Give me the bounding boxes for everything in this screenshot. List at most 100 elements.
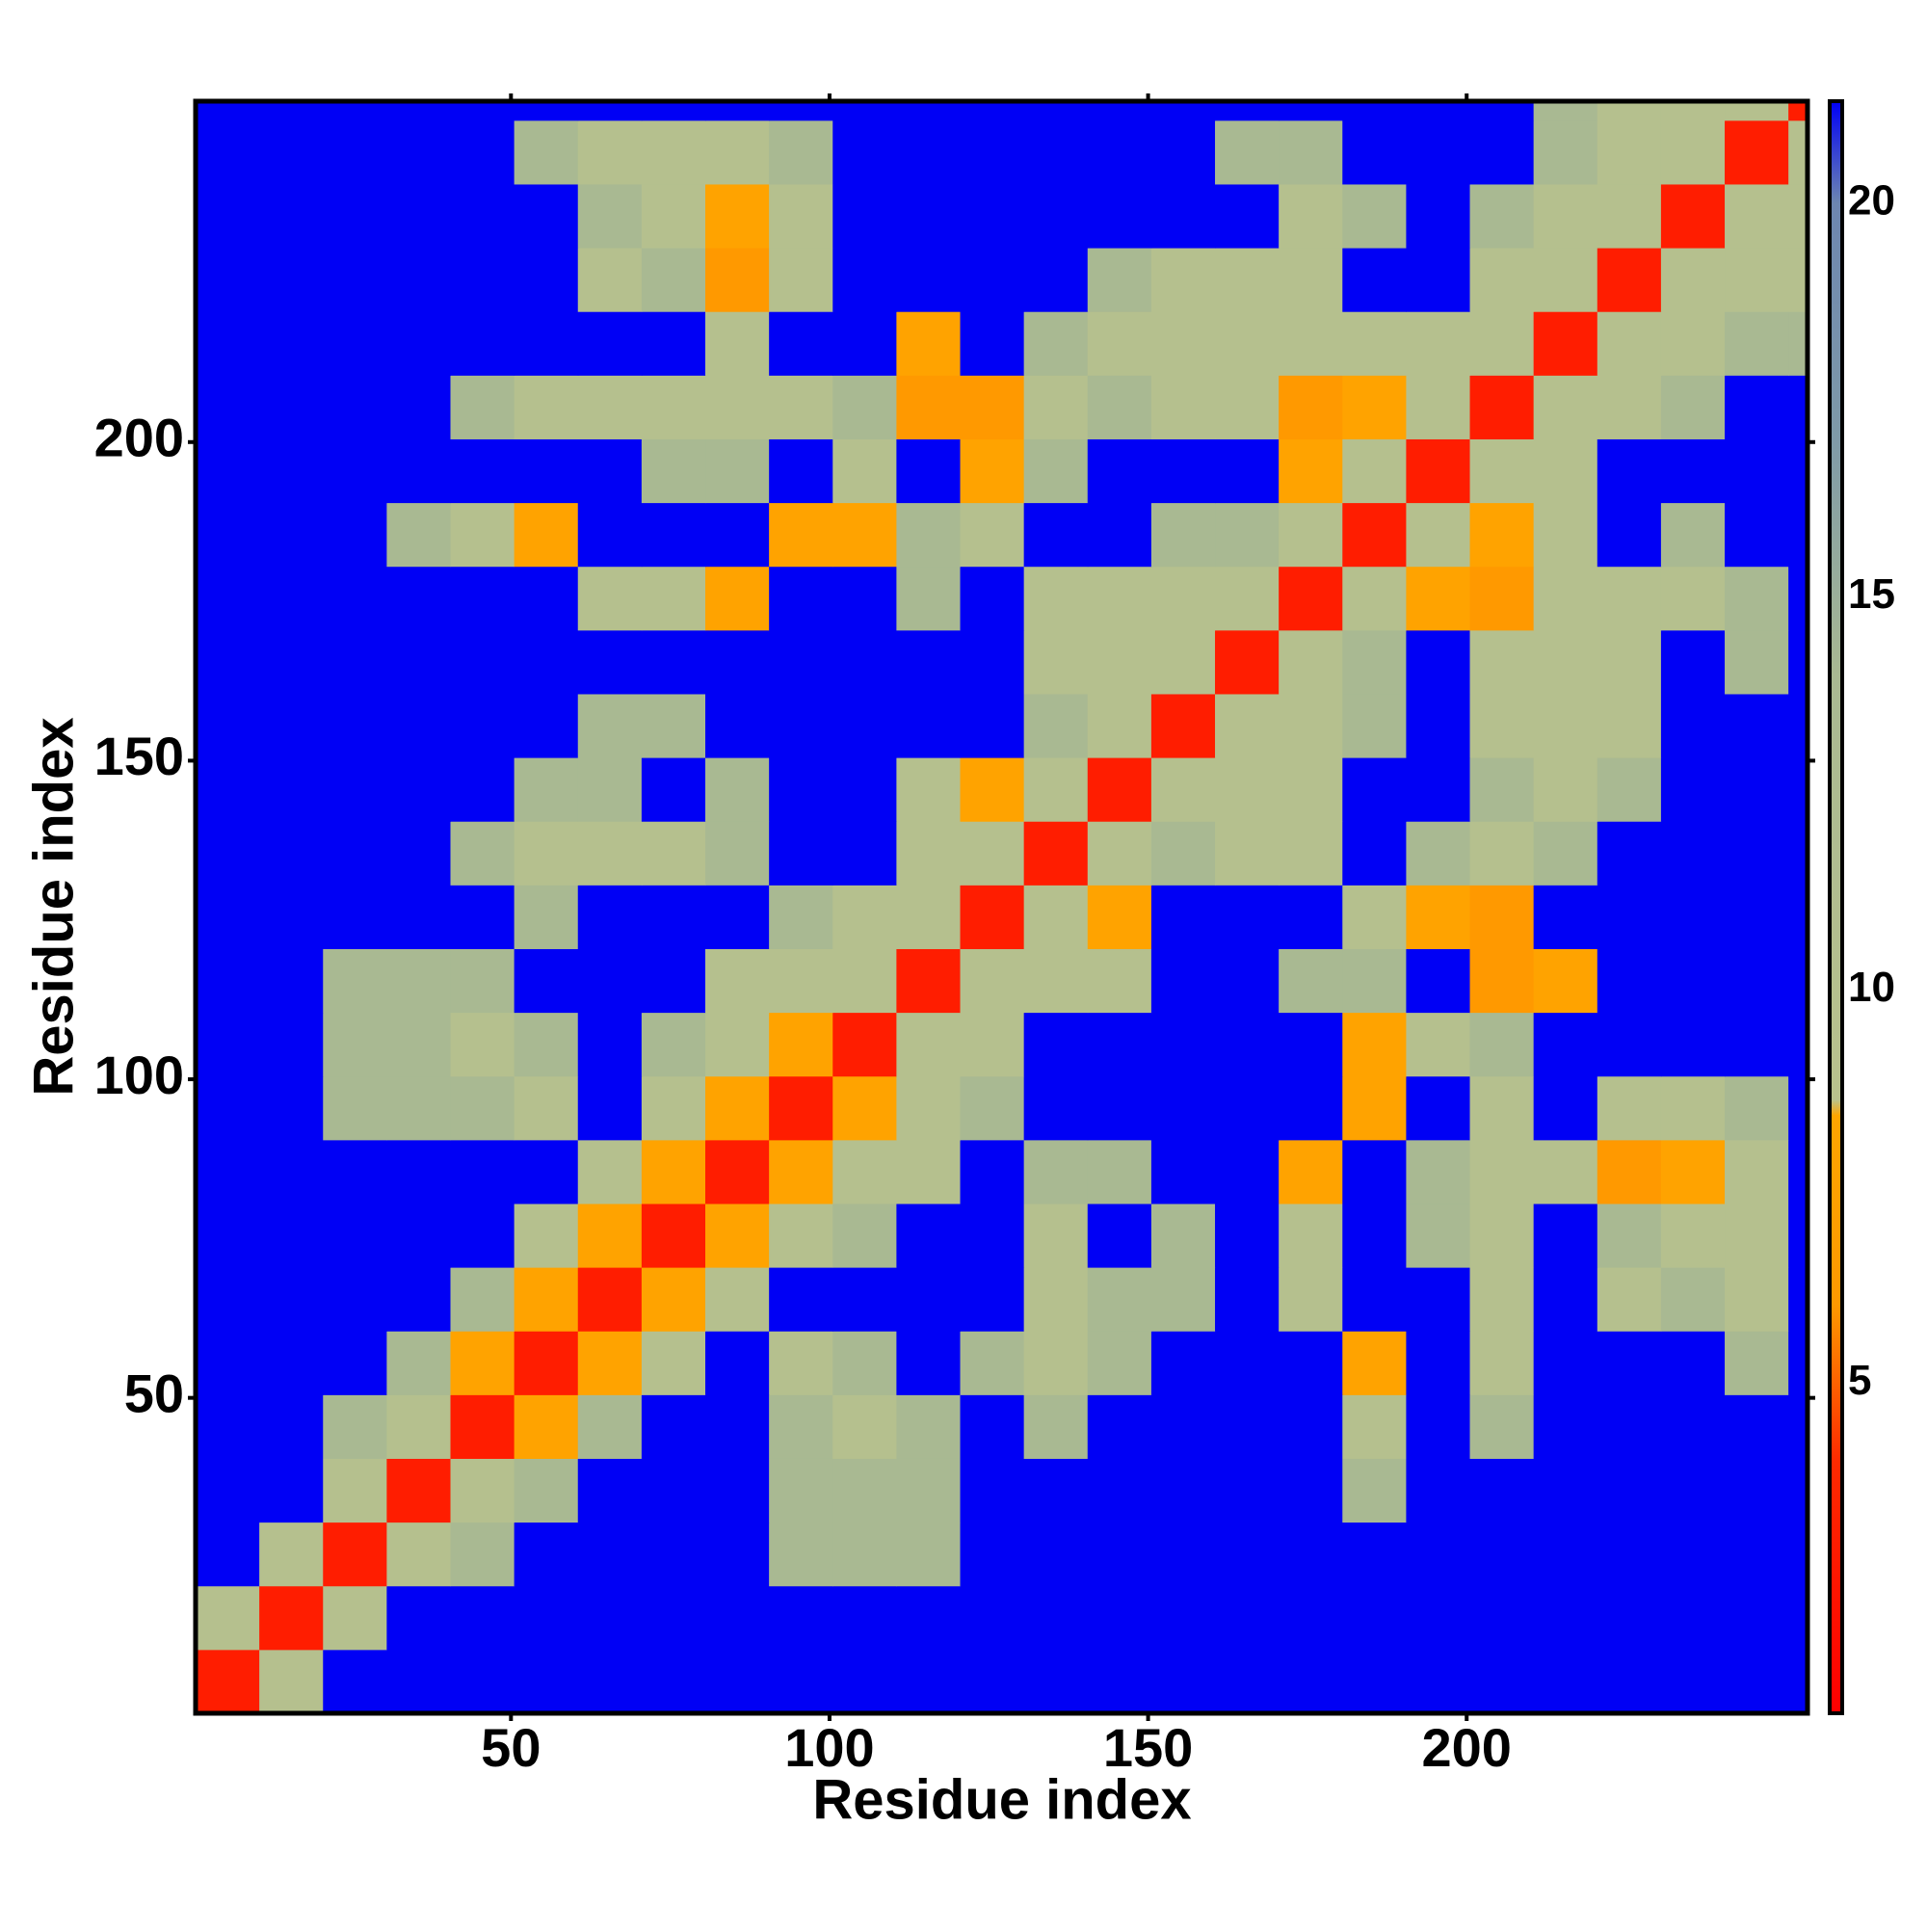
heatmap-cell xyxy=(705,1012,770,1077)
heatmap-cell xyxy=(1533,375,1598,439)
heatmap-cell xyxy=(1469,757,1535,822)
heatmap-cell xyxy=(1023,757,1089,822)
heatmap-cell xyxy=(1725,693,1789,758)
heatmap-cell xyxy=(769,885,833,949)
heatmap-cell xyxy=(769,375,833,439)
heatmap-cell xyxy=(196,1203,260,1268)
heatmap-cell xyxy=(1087,1458,1152,1523)
heatmap-cell xyxy=(1215,1139,1280,1204)
heatmap-cell xyxy=(1279,757,1343,822)
heatmap-cell xyxy=(386,1649,452,1714)
heatmap-cell xyxy=(577,1203,643,1268)
heatmap-cell xyxy=(1406,757,1471,822)
heatmap-cell xyxy=(386,502,452,568)
heatmap-cell xyxy=(577,885,643,949)
heatmap-cell xyxy=(1279,885,1343,949)
heatmap-cell xyxy=(1406,375,1471,439)
heatmap-cell xyxy=(960,1267,1025,1332)
heatmap-cell xyxy=(705,629,770,695)
heatmap-cell xyxy=(514,566,579,631)
heatmap-cell xyxy=(386,693,452,758)
heatmap-cell xyxy=(1660,566,1726,631)
heatmap-cell xyxy=(1533,693,1598,758)
heatmap-cell xyxy=(1279,566,1343,631)
heatmap-cell xyxy=(1660,1267,1726,1332)
x-tick-label: 100 xyxy=(784,1717,874,1778)
heatmap-cell xyxy=(386,311,452,376)
heatmap-cell xyxy=(1788,248,1808,312)
heatmap-cell xyxy=(1087,1649,1152,1714)
heatmap-cell xyxy=(196,1394,260,1459)
heatmap-cell xyxy=(196,885,260,949)
heatmap-cell xyxy=(1023,311,1089,376)
heatmap-cell xyxy=(832,948,897,1014)
heatmap-cell xyxy=(896,1012,962,1077)
heatmap-cell xyxy=(1342,1203,1407,1268)
heatmap-cell xyxy=(577,375,643,439)
y-tick-label: 200 xyxy=(94,408,184,468)
heatmap-cell xyxy=(769,311,833,376)
heatmap-cell xyxy=(1725,1649,1789,1714)
heatmap-cell xyxy=(832,1203,897,1268)
heatmap-cell xyxy=(1597,101,1662,121)
heatmap-cell xyxy=(769,629,833,695)
heatmap-cell xyxy=(1788,101,1808,121)
heatmap-cell xyxy=(514,375,579,439)
heatmap-cell xyxy=(1660,629,1726,695)
heatmap-cell xyxy=(705,821,770,886)
heatmap-cell xyxy=(196,1649,260,1714)
heatmap-cell xyxy=(832,629,897,695)
heatmap-cell xyxy=(896,438,962,504)
heatmap-cell xyxy=(1725,311,1789,376)
heatmap-cell xyxy=(196,693,260,758)
heatmap-cell xyxy=(1597,311,1662,376)
heatmap-cell xyxy=(386,183,452,249)
heatmap-cell xyxy=(450,1458,515,1523)
heatmap-cell xyxy=(1215,629,1280,695)
heatmap-cell xyxy=(832,101,897,121)
heatmap-cell xyxy=(450,821,515,886)
heatmap-cell xyxy=(1406,1331,1471,1395)
heatmap-cell xyxy=(1469,311,1535,376)
heatmap-cell xyxy=(259,438,324,504)
heatmap-cell xyxy=(705,248,770,312)
heatmap-cell xyxy=(1150,375,1216,439)
heatmap-cell xyxy=(1469,885,1535,949)
heatmap-cell xyxy=(514,1203,579,1268)
heatmap-cell xyxy=(1150,1394,1216,1459)
heatmap-cell xyxy=(1279,1458,1343,1523)
heatmap-cell xyxy=(1788,821,1808,886)
heatmap-cell xyxy=(769,502,833,568)
heatmap-cell xyxy=(1150,1267,1216,1332)
heatmap-cell xyxy=(705,438,770,504)
heatmap-cell xyxy=(705,183,770,249)
heatmap-cell xyxy=(1023,566,1089,631)
heatmap-cell xyxy=(1150,101,1216,121)
heatmap-cell xyxy=(641,1585,706,1651)
heatmap-cell xyxy=(259,101,324,121)
heatmap-cell xyxy=(1215,757,1280,822)
heatmap-cell xyxy=(514,821,579,886)
heatmap-cell xyxy=(259,502,324,568)
heatmap-cell xyxy=(1788,311,1808,376)
heatmap-cell xyxy=(1150,1331,1216,1395)
heatmap-cell xyxy=(1342,1075,1407,1141)
heatmap-cell xyxy=(514,757,579,822)
heatmap-cell xyxy=(1660,1331,1726,1395)
heatmap-cell xyxy=(769,101,833,121)
heatmap-cell xyxy=(514,119,579,185)
heatmap-cell xyxy=(514,1458,579,1523)
heatmap-cell xyxy=(1279,502,1343,568)
heatmap-cell xyxy=(1597,1331,1662,1395)
heatmap-cell xyxy=(1023,1394,1089,1459)
heatmap-cell xyxy=(1725,757,1789,822)
heatmap-cell xyxy=(1469,693,1535,758)
heatmap-cell xyxy=(896,1394,962,1459)
heatmap-cell xyxy=(960,1394,1025,1459)
heatmap-cell xyxy=(832,1522,897,1587)
heatmap-cell xyxy=(450,375,515,439)
heatmap-cell xyxy=(1788,183,1808,249)
heatmap-cell xyxy=(259,566,324,631)
heatmap-cell xyxy=(323,311,387,376)
heatmap-cell xyxy=(1023,1331,1089,1395)
